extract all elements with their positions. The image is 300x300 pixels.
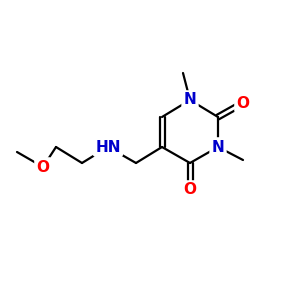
Text: O: O (184, 182, 196, 197)
Text: O: O (236, 95, 250, 110)
Text: N: N (184, 92, 196, 107)
Text: O: O (37, 160, 50, 175)
Text: N: N (212, 140, 224, 154)
Text: HN: HN (95, 140, 121, 154)
